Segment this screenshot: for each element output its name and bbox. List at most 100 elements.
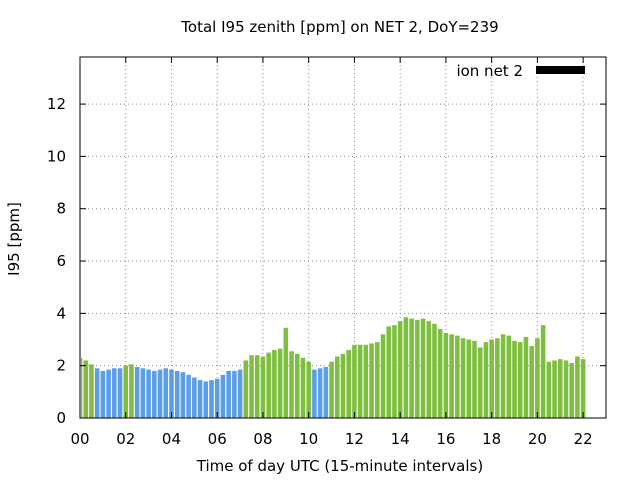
bar [146, 369, 151, 418]
y-tick-label: 10 [47, 147, 66, 165]
y-tick-label: 6 [56, 252, 66, 270]
bar [94, 368, 100, 418]
bar [249, 355, 254, 418]
bar [460, 338, 466, 418]
bar [169, 369, 174, 418]
bar [495, 338, 500, 418]
x-axis-label: Time of day UTC (15-minute intervals) [196, 457, 483, 475]
bar [134, 366, 140, 418]
bar [260, 356, 266, 418]
bar [232, 370, 237, 418]
x-tick-label: 12 [345, 430, 364, 448]
bar [415, 319, 420, 418]
bar [106, 369, 111, 418]
bar [437, 329, 443, 418]
bar [466, 339, 472, 418]
bar [157, 369, 163, 418]
x-tick-label: 18 [482, 430, 501, 448]
bar [455, 335, 460, 418]
bar [89, 364, 94, 418]
bar [289, 351, 294, 418]
x-tick-label: 22 [574, 430, 593, 448]
bar [552, 360, 557, 418]
bar [380, 334, 386, 418]
bar [420, 318, 426, 418]
x-tick-labels: 00 02 04 06 08 10 12 14 16 18 20 22 [70, 430, 592, 448]
y-tick-label: 0 [56, 409, 66, 427]
bar [329, 361, 334, 418]
y-tick-label: 4 [56, 304, 66, 322]
bar [500, 334, 506, 418]
bar [397, 321, 403, 418]
x-tick-label: 02 [116, 430, 135, 448]
bar [357, 344, 363, 418]
legend-swatch [536, 66, 585, 74]
y-axis-label: I95 [ppm] [5, 202, 23, 276]
bar [523, 336, 529, 418]
bar [306, 361, 311, 418]
bar [346, 349, 352, 418]
bar [312, 369, 317, 418]
bar [580, 359, 586, 418]
bar [369, 343, 374, 418]
bar [283, 327, 289, 418]
bar [409, 318, 414, 418]
bar [375, 342, 380, 418]
bar [403, 317, 409, 418]
bar [254, 355, 260, 418]
bar [512, 340, 517, 418]
bar [112, 368, 117, 418]
bar [569, 363, 574, 418]
x-tick-label: 04 [162, 430, 181, 448]
bar [352, 344, 357, 418]
y-tick-label: 8 [56, 200, 66, 218]
bar [123, 365, 129, 418]
y-tick-label: 2 [56, 357, 66, 375]
bar [100, 370, 106, 418]
bar [192, 377, 197, 418]
bar [426, 321, 432, 418]
bar [180, 372, 186, 418]
bar [243, 360, 249, 418]
bar [272, 349, 277, 418]
bar [129, 364, 134, 418]
tick-marks [79, 57, 606, 419]
bar [163, 368, 169, 418]
bar [300, 357, 306, 418]
bar [517, 342, 523, 418]
y-tick-labels: 0 2 4 6 8 10 12 [47, 95, 66, 427]
x-tick-label: 00 [70, 430, 89, 448]
bar [340, 353, 346, 418]
bar [363, 344, 369, 418]
x-tick-label: 20 [528, 430, 547, 448]
bar [529, 346, 534, 418]
bar [277, 348, 283, 418]
bar [197, 380, 203, 418]
x-tick-label: 10 [299, 430, 318, 448]
bar [323, 366, 329, 418]
bar [117, 368, 123, 418]
bar [209, 380, 214, 418]
bar [449, 334, 454, 418]
bar [489, 339, 494, 418]
bar [83, 360, 89, 418]
bar [563, 360, 569, 418]
legend-label: ion net 2 [456, 62, 523, 80]
bar [81, 357, 83, 418]
bar [334, 356, 340, 418]
legend: ion net 2 [456, 62, 585, 80]
bar [226, 370, 231, 418]
bar [186, 374, 191, 418]
bar [294, 353, 300, 418]
bar [546, 361, 552, 418]
bar [220, 374, 226, 418]
x-tick-label: 08 [253, 430, 272, 448]
bar [140, 368, 146, 418]
bar [557, 359, 563, 418]
bar [203, 381, 209, 418]
bar [535, 338, 540, 418]
bar [386, 326, 392, 418]
bar [392, 325, 397, 418]
bar [237, 369, 243, 418]
